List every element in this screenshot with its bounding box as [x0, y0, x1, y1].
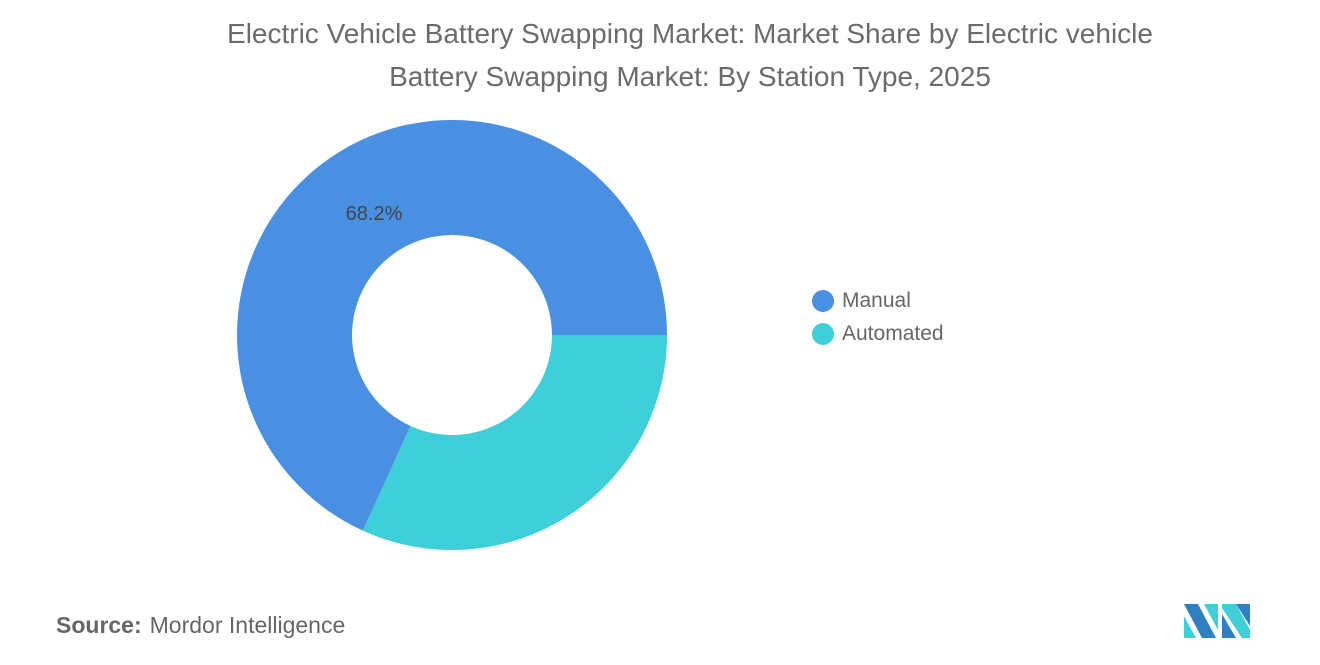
legend: Manual Automated [812, 284, 944, 350]
source-label: Source: [56, 612, 142, 638]
legend-label-manual: Manual [842, 288, 911, 312]
chart-title: Electric Vehicle Battery Swapping Market… [0, 12, 1320, 98]
legend-label-automated: Automated [842, 321, 944, 345]
legend-swatch-manual [812, 289, 834, 312]
title-line-1: Electric Vehicle Battery Swapping Market… [227, 18, 1153, 49]
source-note: Source: Mordor Intelligence [56, 612, 345, 639]
title-line-2: Battery Swapping Market: By Station Type… [389, 61, 991, 92]
mordor-logo-icon [1184, 604, 1250, 638]
source-value: Mordor Intelligence [149, 612, 346, 638]
legend-item-manual[interactable]: Manual [812, 284, 944, 317]
slice-manual[interactable] [237, 120, 668, 531]
legend-item-automated[interactable]: Automated [812, 317, 944, 350]
legend-swatch-automated [812, 322, 834, 345]
slice-automated[interactable] [362, 335, 667, 551]
data-label-manual: 68.2% [346, 203, 403, 225]
